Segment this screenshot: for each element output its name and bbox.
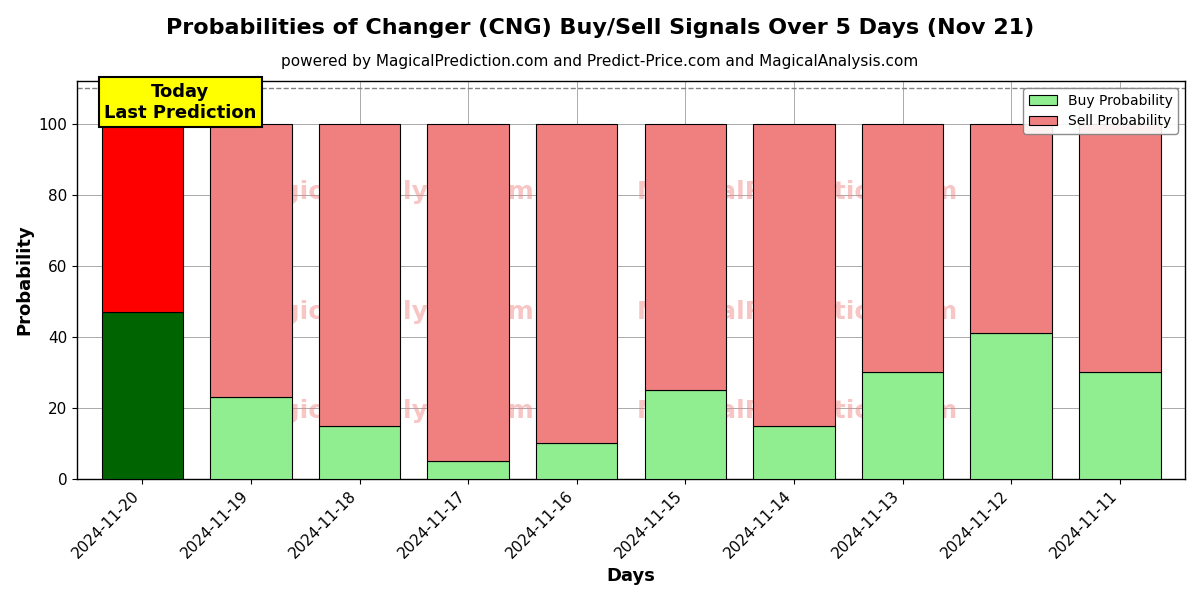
Text: Probabilities of Changer (CNG) Buy/Sell Signals Over 5 Days (Nov 21): Probabilities of Changer (CNG) Buy/Sell … xyxy=(166,18,1034,38)
Bar xyxy=(536,443,618,479)
Bar xyxy=(319,425,401,479)
Bar xyxy=(754,124,835,425)
Text: Today
Last Prediction: Today Last Prediction xyxy=(104,83,257,122)
Y-axis label: Probability: Probability xyxy=(14,224,32,335)
Bar xyxy=(644,390,726,479)
Text: MagicalAnalysis.com: MagicalAnalysis.com xyxy=(240,181,534,205)
Bar xyxy=(644,124,726,390)
Bar xyxy=(971,333,1052,479)
Bar xyxy=(971,124,1052,333)
Bar xyxy=(1079,372,1160,479)
Text: MagicalAnalysis.com: MagicalAnalysis.com xyxy=(240,399,534,423)
Bar xyxy=(862,372,943,479)
Text: MagicalPrediction.com: MagicalPrediction.com xyxy=(637,300,958,324)
Bar xyxy=(1079,124,1160,372)
Bar xyxy=(102,312,184,479)
Bar xyxy=(319,124,401,425)
Bar xyxy=(862,124,943,372)
Bar xyxy=(427,124,509,461)
Text: MagicalPrediction.com: MagicalPrediction.com xyxy=(637,399,958,423)
Bar xyxy=(427,461,509,479)
Bar xyxy=(102,124,184,312)
Text: MagicalPrediction.com: MagicalPrediction.com xyxy=(637,181,958,205)
Bar xyxy=(210,124,292,397)
Bar xyxy=(210,397,292,479)
Bar xyxy=(754,425,835,479)
Bar xyxy=(536,124,618,443)
Text: MagicalAnalysis.com: MagicalAnalysis.com xyxy=(240,300,534,324)
Text: powered by MagicalPrediction.com and Predict-Price.com and MagicalAnalysis.com: powered by MagicalPrediction.com and Pre… xyxy=(281,54,919,69)
Legend: Buy Probability, Sell Probability: Buy Probability, Sell Probability xyxy=(1024,88,1178,134)
X-axis label: Days: Days xyxy=(607,567,655,585)
